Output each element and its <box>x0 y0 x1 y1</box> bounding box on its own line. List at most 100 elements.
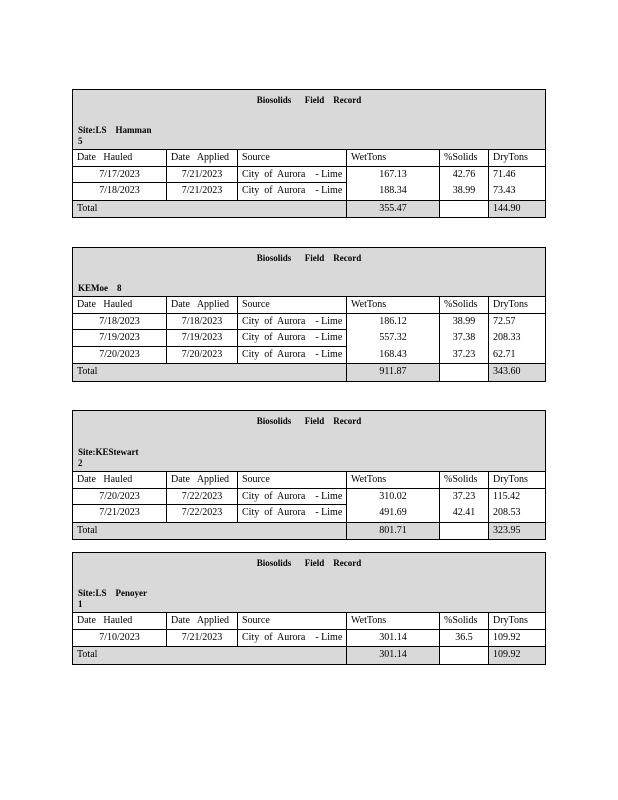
total-percent-solids <box>440 364 489 381</box>
cell-percent-solids: 36.5 <box>440 629 489 646</box>
record-header: Biosolids Field Record KEMoe 8 <box>73 248 545 297</box>
cell-dry-tons: 73.43 <box>493 185 516 196</box>
cell-percent-solids: 42.41 <box>440 505 489 522</box>
total-dry-tons: 109.92 <box>489 647 545 664</box>
cell-date-applied: 7/22/2023 <box>167 505 238 522</box>
total-label: Total <box>73 364 347 381</box>
column-header-date-applied: Date Applied <box>167 472 238 489</box>
cell-dry-tons: 115.42 <box>493 490 521 502</box>
cell-wet-tons: 168.43 <box>347 346 440 363</box>
cell-percent-solids: 37.38 <box>440 330 489 347</box>
total-row: Total 911.87 343.60 <box>73 363 545 381</box>
total-dry-tons: 323.95 <box>489 522 545 539</box>
column-header-percent-solids: %Solids <box>440 472 489 489</box>
total-dry-tons: 144.90 <box>489 200 545 217</box>
column-header-dry-tons: DryTons <box>489 613 545 630</box>
column-header-date-hauled: Date Hauled <box>73 613 167 630</box>
total-percent-solids <box>440 200 489 217</box>
table-row: 7/10/2023 7/21/2023 City of Aurora - Lime 3… <box>73 629 545 646</box>
cell-date-hauled: 7/18/2023 <box>73 313 167 330</box>
cell-date-hauled: 7/10/2023 <box>73 629 167 646</box>
column-header-source: Source <box>238 472 347 489</box>
column-header-wet-tons: WetTons <box>347 297 440 314</box>
table-row: 7/20/2023 7/20/2023 City of Aurora - Lime 1… <box>73 346 545 363</box>
cell-source: City of Aurora - Lime <box>238 505 347 522</box>
total-wet-tons: 801.71 <box>347 522 440 539</box>
site-label: Site:KEStewart 2 <box>78 447 139 468</box>
cell-source: City of Aurora - Lime <box>238 330 347 347</box>
column-header-dry-tons: DryTons <box>489 472 545 489</box>
cell-dry-tons: 72.57 <box>493 315 516 327</box>
column-header-date-hauled: Date Hauled <box>73 150 167 167</box>
record-title: Biosolids Field Record <box>256 416 362 426</box>
table-row: 7/18/2023 7/18/2023 City of Aurora - Lime 1… <box>73 313 545 330</box>
cell-date-hauled: 7/20/2023 <box>73 488 167 505</box>
column-header-row: Date Hauled Date Applied Source WetTons %Sol… <box>73 297 545 314</box>
cell-dry-tons: 208.53 <box>493 507 521 518</box>
cell-wet-tons: 301.14 <box>347 629 440 646</box>
column-header-dry-tons: DryTons <box>489 150 545 167</box>
total-percent-solids <box>440 647 489 664</box>
column-header-row: Date Hauled Date Applied Source WetTons %Sol… <box>73 150 545 167</box>
total-row: Total 301.14 109.92 <box>73 646 545 664</box>
site-label: KEMoe 8 <box>78 283 122 293</box>
cell-date-hauled: 7/19/2023 <box>73 330 167 347</box>
field-record-table: Biosolids Field Record KEMoe 8 Date Hauled… <box>72 247 546 382</box>
record-header: Biosolids Field Record Site:LS Penoyer 1 <box>73 553 545 613</box>
cell-dry-tons: 208.33 <box>493 332 521 343</box>
cell-date-applied: 7/18/2023 <box>167 313 238 330</box>
column-header-wet-tons: WetTons <box>347 472 440 489</box>
cell-date-applied: 7/21/2023 <box>167 629 238 646</box>
cell-dry-tons: 71.46 <box>493 168 516 180</box>
total-row: Total 355.47 144.90 <box>73 199 545 217</box>
cell-source: City of Aurora - Lime <box>238 629 347 646</box>
cell-percent-solids: 42.76 <box>440 166 489 183</box>
column-header-percent-solids: %Solids <box>440 613 489 630</box>
cell-dry-tons: 109.92 <box>493 631 521 643</box>
cell-source: City of Aurora - Lime <box>238 346 347 363</box>
cell-source: City of Aurora - Lime <box>238 166 347 183</box>
column-header-date-hauled: Date Hauled <box>73 472 167 489</box>
field-record-table: Biosolids Field Record Site:KEStewart 2 Da… <box>72 410 546 540</box>
column-header-date-applied: Date Applied <box>167 150 238 167</box>
total-label: Total <box>73 522 347 539</box>
table-row: 7/17/2023 7/21/2023 City of Aurora - Lime 1… <box>73 166 545 183</box>
cell-wet-tons: 186.12 <box>347 313 440 330</box>
cell-wet-tons: 188.34 <box>347 183 440 200</box>
column-header-source: Source <box>238 613 347 630</box>
total-wet-tons: 355.47 <box>347 200 440 217</box>
total-dry-tons: 343.60 <box>489 364 545 381</box>
cell-date-applied: 7/20/2023 <box>167 346 238 363</box>
table-row: 7/21/2023 7/22/2023 City of Aurora - Lime 4… <box>73 505 545 522</box>
column-header-source: Source <box>238 297 347 314</box>
cell-dry-tons: 62.71 <box>493 348 516 360</box>
total-wet-tons: 301.14 <box>347 647 440 664</box>
record-title: Biosolids Field Record <box>256 253 362 263</box>
cell-wet-tons: 491.69 <box>347 505 440 522</box>
cell-date-hauled: 7/20/2023 <box>73 346 167 363</box>
column-header-percent-solids: %Solids <box>440 150 489 167</box>
record-title: Biosolids Field Record <box>256 95 362 105</box>
cell-percent-solids: 38.99 <box>440 183 489 200</box>
site-label: Site:LS Hamman 5 <box>78 125 152 146</box>
cell-percent-solids: 37.23 <box>440 346 489 363</box>
column-header-wet-tons: WetTons <box>347 613 440 630</box>
cell-source: City of Aurora - Lime <box>238 488 347 505</box>
column-header-row: Date Hauled Date Applied Source WetTons %Sol… <box>73 613 545 630</box>
record-header: Biosolids Field Record Site:KEStewart 2 <box>73 411 545 472</box>
cell-wet-tons: 557.32 <box>347 330 440 347</box>
column-header-date-hauled: Date Hauled <box>73 297 167 314</box>
cell-wet-tons: 310.02 <box>347 488 440 505</box>
total-label: Total <box>73 200 347 217</box>
cell-source: City of Aurora - Lime <box>238 183 347 200</box>
cell-source: City of Aurora - Lime <box>238 313 347 330</box>
column-header-wet-tons: WetTons <box>347 150 440 167</box>
column-header-dry-tons: DryTons <box>489 297 545 314</box>
table-row: 7/20/2023 7/22/2023 City of Aurora - Lime 3… <box>73 488 545 505</box>
column-header-date-applied: Date Applied <box>167 297 238 314</box>
total-row: Total 801.71 323.95 <box>73 521 545 539</box>
total-percent-solids <box>440 522 489 539</box>
cell-date-applied: 7/21/2023 <box>167 183 238 200</box>
total-wet-tons: 911.87 <box>347 364 440 381</box>
